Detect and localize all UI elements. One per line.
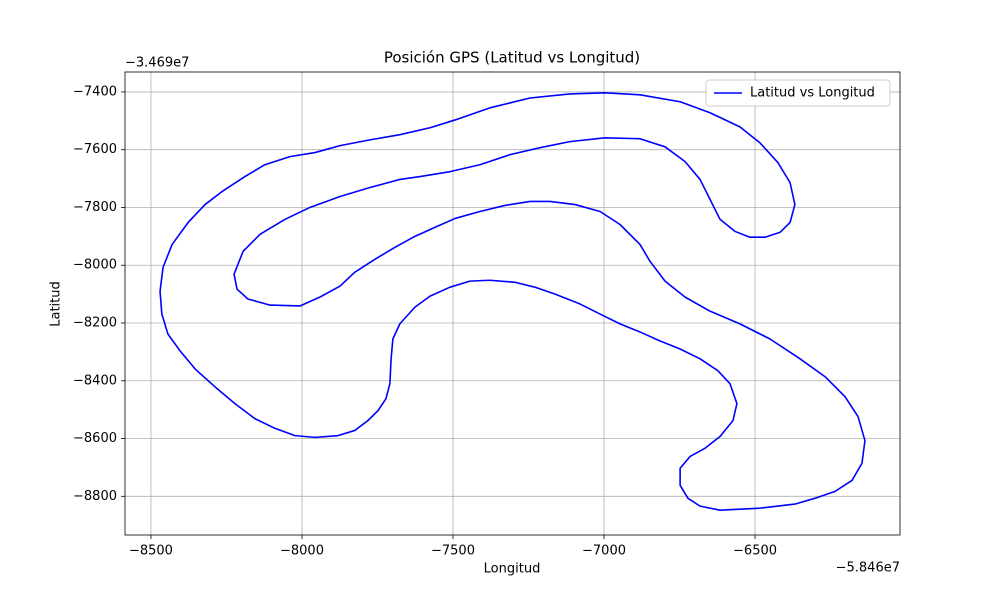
x-tick-label: −7500 [431,544,475,559]
chart-title: Posición GPS (Latitud vs Longitud) [384,49,640,67]
legend-box [705,79,891,107]
y-tick-label: −8600 [73,431,117,446]
y-axis-label: Latitud [49,281,64,327]
y-tick-label: −8200 [73,315,117,330]
y-tick-label: −8000 [73,258,117,273]
x-axis-label: Longitud [484,562,541,577]
y-tick-label: −8400 [73,373,117,388]
y-tick-label: −7600 [73,142,117,157]
x-tick-label: −8000 [280,544,324,559]
y-tick-label: −8800 [73,489,117,504]
data-line [159,92,866,511]
y-tick-label: −7400 [73,84,117,99]
x-tick-label: −7000 [582,544,626,559]
x-offset-label: −5.846e7 [836,561,900,576]
y-tick-label: −7800 [73,200,117,215]
legend-label: Latitud vs Longitud [750,86,875,101]
y-offset-label: −3.469e7 [125,56,189,71]
x-tick-label: −8500 [129,544,173,559]
plot-frame [124,71,901,536]
x-tick-label: −6500 [733,544,777,559]
